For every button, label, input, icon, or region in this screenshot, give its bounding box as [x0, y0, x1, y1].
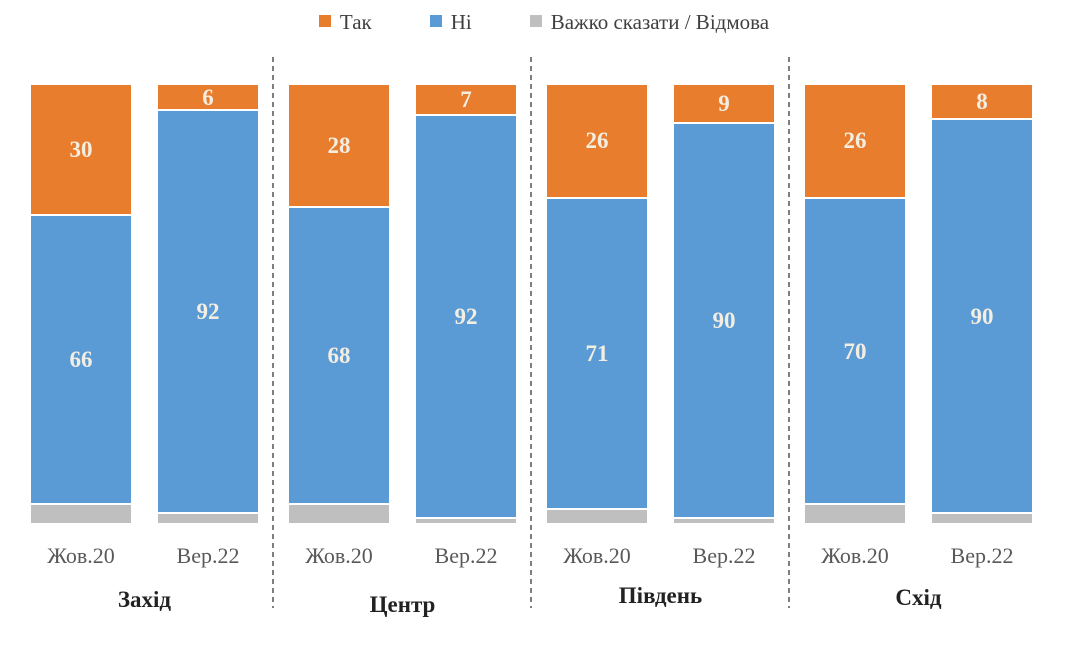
value-label-tak: 28 [327, 132, 351, 158]
segment-vazhko-Захід-Вер.22 [158, 514, 258, 523]
segment-tak-Схід-Жов.20: 26 [805, 85, 905, 199]
group-separator-line [788, 57, 790, 608]
bar-Захід-Вер.22: 6 92 [158, 85, 258, 523]
segment-tak-Захід-Жов.20: 30 [31, 85, 131, 217]
ni-swatch-icon [429, 15, 442, 27]
value-label-tak: 6 [202, 84, 214, 110]
bar-Південь-Вер.22: 9 90 [674, 85, 774, 523]
value-label-tak: 8 [976, 89, 988, 115]
bar-Південь-Жов.20: 26 71 [547, 85, 647, 523]
segment-tak-Південь-Жов.20: 26 [547, 85, 647, 199]
segment-vazhko-Схід-Жов.20 [805, 505, 905, 523]
segment-ni-Захід-Жов.20: 66 [31, 216, 131, 506]
x-tick-label: Вер.22 [692, 543, 756, 568]
segment-ni-Захід-Вер.22: 92 [158, 111, 258, 515]
x-tick-label: Вер.22 [950, 543, 1014, 568]
bar-Центр-Жов.20: 28 68 [289, 85, 389, 523]
value-label-ni: 71 [585, 340, 609, 366]
value-label-tak: 30 [69, 137, 93, 163]
segment-ni-Схід-Жов.20: 70 [805, 198, 905, 506]
value-label-ni: 68 [327, 343, 351, 369]
group-label-Південь: Південь [618, 583, 703, 608]
segment-ni-Південь-Вер.22: 90 [674, 124, 774, 519]
legend-item-vazhko: Важко сказати / Відмова [529, 10, 770, 35]
legend-item-ni: Ні [429, 10, 472, 35]
segment-vazhko-Центр-Жов.20 [289, 505, 389, 523]
legend-label-vazhko: Важко сказати / Відмова [550, 10, 770, 34]
legend: Так Ні Важко сказати / Відмова [0, 10, 1088, 35]
legend-label-tak: Так [339, 10, 372, 34]
value-label-ni: 90 [970, 303, 994, 329]
segment-ni-Центр-Вер.22: 92 [416, 115, 516, 519]
bar-Схід-Вер.22: 8 90 [932, 85, 1032, 523]
segment-tak-Південь-Вер.22: 9 [674, 85, 774, 125]
value-label-ni: 92 [196, 299, 220, 325]
x-tick-label: Жов.20 [821, 543, 889, 568]
x-tick-label: Вер.22 [176, 543, 240, 568]
tak-swatch-icon [318, 15, 331, 27]
segment-tak-Схід-Вер.22: 8 [932, 85, 1032, 121]
bar-Захід-Жов.20: 30 66 [31, 85, 131, 523]
value-label-ni: 66 [69, 347, 93, 373]
segment-vazhko-Центр-Вер.22 [416, 518, 516, 523]
segment-ni-Центр-Жов.20: 68 [289, 207, 389, 506]
segment-ni-Південь-Жов.20: 71 [547, 198, 647, 510]
value-label-ni: 90 [712, 308, 736, 333]
segment-tak-Центр-Вер.22: 7 [416, 85, 516, 116]
legend-item-tak: Так [318, 10, 372, 35]
value-label-ni: 92 [454, 303, 478, 329]
bar-Центр-Вер.22: 7 92 [416, 85, 516, 523]
vazhko-swatch-icon [529, 15, 542, 27]
segment-vazhko-Схід-Вер.22 [932, 514, 1032, 523]
group-separator-line [530, 57, 532, 608]
segment-ni-Схід-Вер.22: 90 [932, 120, 1032, 515]
segment-tak-Центр-Жов.20: 28 [289, 85, 389, 208]
x-tick-label: Вер.22 [434, 543, 498, 568]
segment-vazhko-Південь-Вер.22 [674, 518, 774, 523]
group-label-Схід: Схід [895, 585, 942, 610]
x-tick-label: Жов.20 [47, 543, 115, 568]
value-label-ni: 70 [843, 338, 867, 364]
segment-tak-Захід-Вер.22: 6 [158, 84, 258, 112]
group-label-Захід: Захід [117, 587, 172, 612]
x-tick-label: Жов.20 [563, 543, 631, 568]
value-label-tak: 26 [843, 128, 867, 154]
segment-vazhko-Південь-Жов.20 [547, 509, 647, 523]
group-label-Центр: Центр [369, 592, 436, 617]
value-label-tak: 26 [585, 128, 609, 154]
x-tick-label: Жов.20 [305, 543, 373, 568]
bar-Схід-Жов.20: 26 70 [805, 85, 905, 523]
legend-label-ni: Ні [450, 10, 472, 34]
value-label-tak: 7 [460, 86, 472, 112]
value-label-tak: 9 [718, 91, 730, 117]
group-separator-line [272, 57, 274, 608]
segment-vazhko-Захід-Жов.20 [31, 505, 131, 523]
